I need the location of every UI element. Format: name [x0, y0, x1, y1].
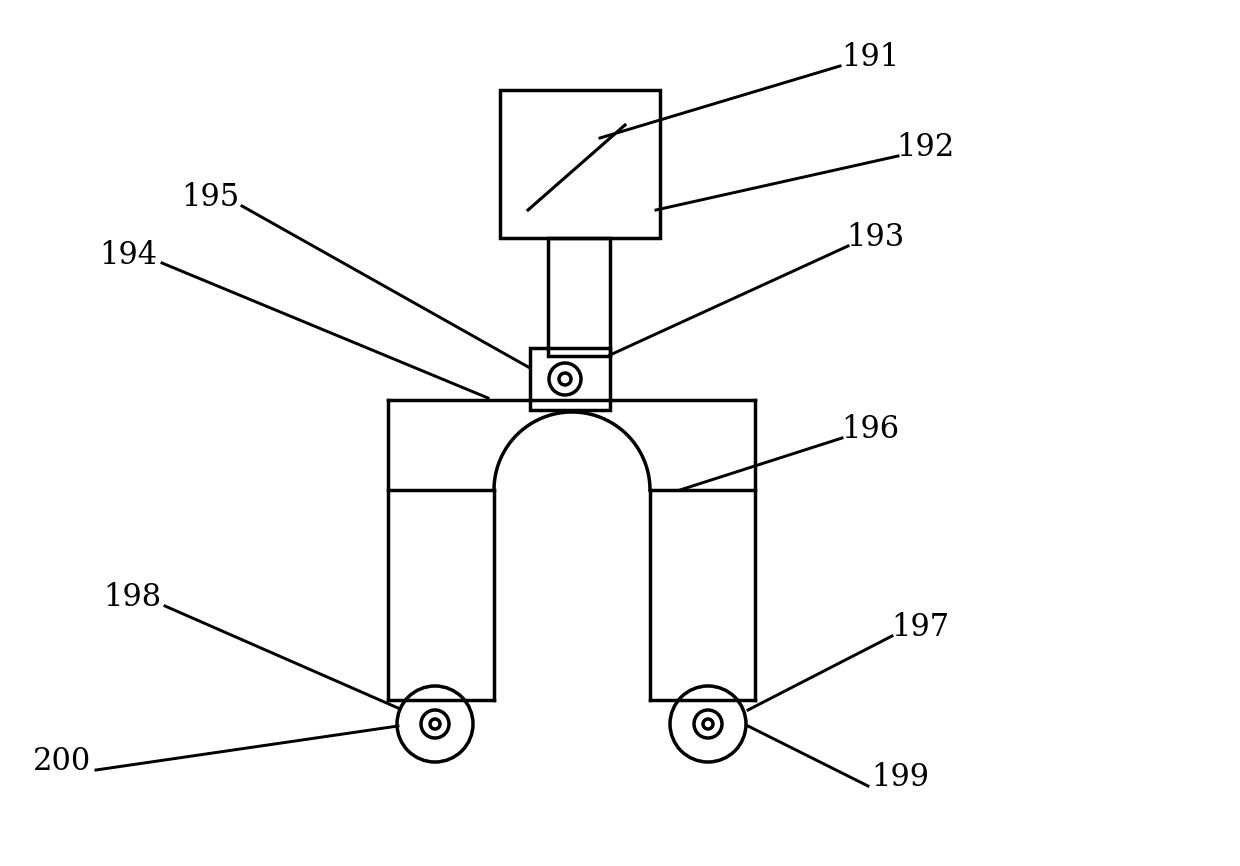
Text: 194: 194	[99, 240, 157, 270]
Text: 191: 191	[841, 42, 899, 74]
Text: 200: 200	[33, 746, 91, 778]
Text: 198: 198	[103, 583, 161, 613]
Text: 196: 196	[841, 415, 899, 445]
Text: 197: 197	[890, 612, 949, 643]
Bar	[500, 90, 660, 238]
Text: 199: 199	[870, 762, 929, 793]
Text: 195: 195	[181, 183, 239, 214]
Text: 192: 192	[895, 132, 954, 164]
Text: 193: 193	[846, 223, 904, 254]
Bar	[529, 348, 610, 410]
Bar	[548, 238, 610, 356]
